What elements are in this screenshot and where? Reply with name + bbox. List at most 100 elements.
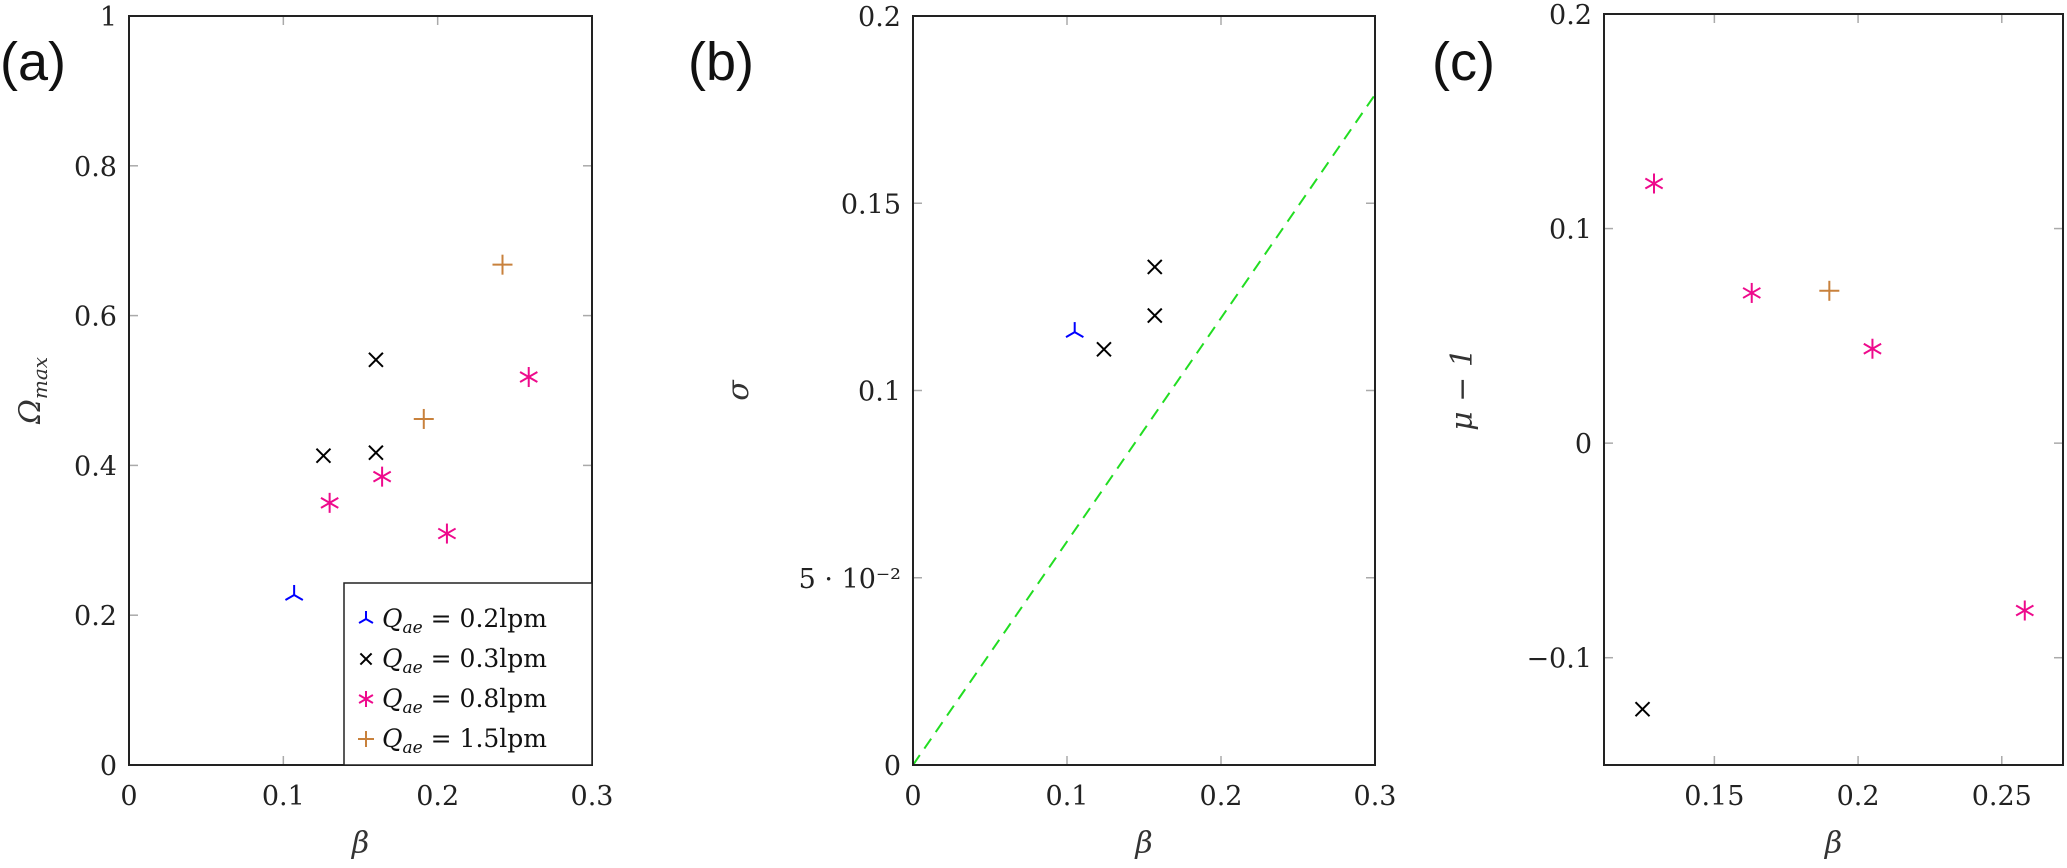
legend-value: = 0.3lpm [423, 644, 548, 673]
data-point [1147, 259, 1163, 275]
marker-stroke [1065, 331, 1076, 338]
marker-stroke [1096, 341, 1112, 358]
series-plus [413, 254, 513, 429]
data-point [2015, 600, 2034, 621]
marker-stroke [293, 594, 304, 601]
legend-label: Qae = 0.2lpm [382, 604, 547, 638]
x-axis-label: β [1134, 826, 1152, 861]
y-tick-label: 0 [100, 751, 117, 782]
x-tick-label: 0 [120, 781, 137, 812]
marker-stroke [1863, 342, 1882, 355]
panel-a: (a) 0 0.1 0.2 0.3 0 0.2 0.4 0.6 0.8 1 β Ωmax Qae = 0.… [0, 2, 613, 861]
data-point [437, 523, 457, 544]
legend-subscript: ae [403, 618, 423, 638]
y-tick-label: 0.2 [74, 601, 117, 632]
data-point [372, 466, 392, 487]
panel-label: (c) [1432, 32, 1495, 92]
legend-symbol: Q [382, 684, 403, 713]
marker-stroke [315, 447, 332, 464]
x-tick-label: 0 [904, 781, 921, 812]
marker-stroke [368, 352, 384, 368]
legend-symbol: Q [382, 604, 403, 633]
plot-frame [912, 15, 1376, 766]
legend-value: = 1.5lpm [423, 724, 548, 753]
marker-stroke [368, 444, 384, 461]
y-tick-label: 5 · 10⁻² [799, 564, 901, 595]
series-tri [1065, 322, 1084, 338]
y-tick-label: 0.1 [858, 377, 901, 408]
marker-stroke [1147, 259, 1163, 275]
legend-label: Qae = 0.8lpm [382, 684, 547, 718]
legend-entry: Qae = 1.5lpm [358, 724, 547, 758]
reference-line [912, 94, 1376, 766]
x-tick-label: 0.2 [416, 781, 459, 812]
series-tri [284, 584, 304, 601]
marker-stroke [358, 694, 374, 704]
data-point [1634, 701, 1651, 717]
y-tick-label: 0.1 [1549, 215, 1592, 246]
data-point [519, 367, 538, 388]
data-point [1147, 307, 1163, 324]
legend-symbol: Q [382, 644, 403, 673]
marker-stroke [359, 652, 373, 666]
y-axis-label-main: σ [721, 379, 756, 401]
x-tick-label: 0.15 [1684, 781, 1744, 812]
data-point [284, 584, 304, 601]
marker-stroke [1147, 307, 1163, 324]
x-tick-label: 0.1 [262, 781, 305, 812]
data-point [1863, 338, 1882, 359]
panel-label: (b) [688, 32, 754, 92]
y-tick-label: 0.15 [841, 189, 901, 220]
panel-c: (c) 0.15 0.2 0.25 −0.1 0 0.1 0.2 β μ − 1 [1432, 0, 2064, 861]
marker-stroke [519, 371, 538, 383]
legend-entry: Qae = 0.2lpm [358, 604, 547, 638]
series-x [1096, 259, 1163, 358]
y-tick-label: 0.4 [74, 451, 117, 482]
legend-value: = 0.8lpm [423, 684, 548, 713]
legend-subscript: ae [403, 658, 423, 678]
y-tick-label: 0.2 [858, 2, 901, 33]
y-axis-label-main: μ − 1 [1445, 348, 1480, 431]
data-point [413, 408, 434, 429]
marker-stroke [1742, 287, 1761, 299]
y-tick-label: 0.6 [74, 302, 117, 333]
marker-stroke [372, 470, 392, 483]
y-axis-label-main: Ω [13, 399, 48, 425]
y-tick-label: 1 [100, 2, 117, 33]
data-point [1644, 173, 1664, 194]
legend-value: = 0.2lpm [423, 604, 548, 633]
marker-stroke [1634, 701, 1651, 717]
marker-stroke [1074, 331, 1084, 338]
x-tick-label: 0.2 [1200, 781, 1243, 812]
series-star [320, 367, 538, 544]
y-axis-label: μ − 1 [1445, 348, 1480, 431]
legend-subscript: ae [403, 738, 423, 758]
y-tick-label: 0 [884, 751, 901, 782]
legend-label: Qae = 1.5lpm [382, 724, 547, 758]
x-tick-label: 0.2 [1837, 781, 1880, 812]
marker-stroke [1644, 177, 1664, 190]
y-axis-label: σ [721, 379, 756, 401]
data-point [320, 492, 339, 513]
data-point [1096, 341, 1112, 358]
x-tick-label: 0.3 [571, 781, 614, 812]
series-x [315, 352, 384, 464]
legend-subscript: ae [403, 698, 423, 718]
legend-label: Qae = 0.3lpm [382, 644, 547, 678]
data-point [315, 447, 332, 464]
x-tick-label: 0.3 [1354, 781, 1397, 812]
data-point [1819, 280, 1840, 301]
plot-frame [1603, 13, 2064, 766]
y-tick-label: 0.2 [1549, 0, 1592, 31]
y-tick-label: 0 [1575, 429, 1592, 460]
marker-stroke [284, 594, 295, 601]
marker-stroke [358, 618, 367, 624]
marker-stroke [365, 618, 374, 624]
x-tick-label: 0.1 [1046, 781, 1089, 812]
data-point [1742, 282, 1761, 303]
panel-label: (a) [0, 32, 66, 92]
legend-entry: Qae = 0.8lpm [358, 684, 547, 718]
x-axis-label: β [1824, 826, 1842, 861]
